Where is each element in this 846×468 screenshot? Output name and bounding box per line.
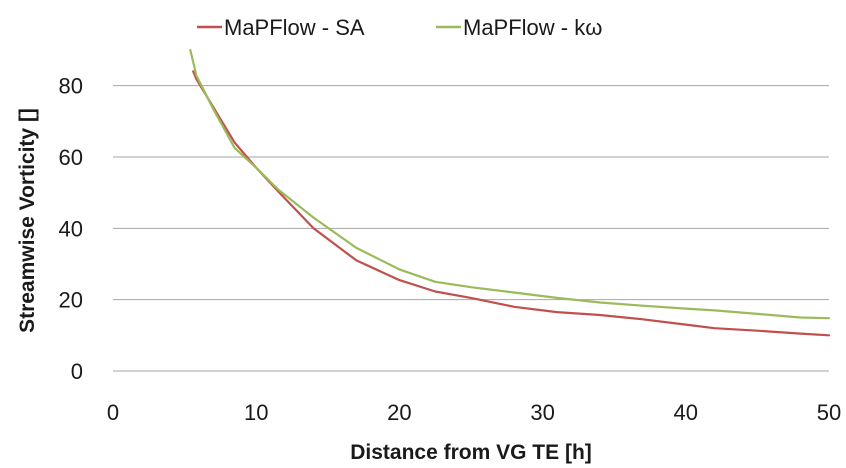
series-lines [189,48,831,337]
y-tick-label-40: 40 [59,216,83,241]
legend-label-kw: MaPFlow - kω [463,15,602,40]
x-tick-label-50: 50 [817,400,841,425]
y-axis-title: Streamwise Vorticity [] [16,108,39,333]
y-tick-label-0: 0 [71,359,83,384]
x-tick-label-20: 20 [387,400,411,425]
y-tick-label-60: 60 [59,145,83,170]
series-line-kw [189,48,831,320]
legend-label-sa: MaPFlow - SA [224,15,365,40]
x-tick-label-30: 30 [530,400,554,425]
x-tick-label-40: 40 [674,400,698,425]
y-tick-labels: 0 20 40 60 80 [59,74,83,384]
x-tick-label-0: 0 [107,400,119,425]
legend: MaPFlow - SA MaPFlow - kω [197,15,602,40]
gridlines [113,85,829,372]
x-axis-title: Distance from VG TE [h] [350,441,592,464]
y-tick-label-20: 20 [59,288,83,313]
series-line-sa [192,70,831,337]
y-tick-label-80: 80 [59,74,83,99]
x-tick-labels: 0 10 20 30 40 50 [107,400,841,425]
x-tick-label-10: 10 [244,400,268,425]
